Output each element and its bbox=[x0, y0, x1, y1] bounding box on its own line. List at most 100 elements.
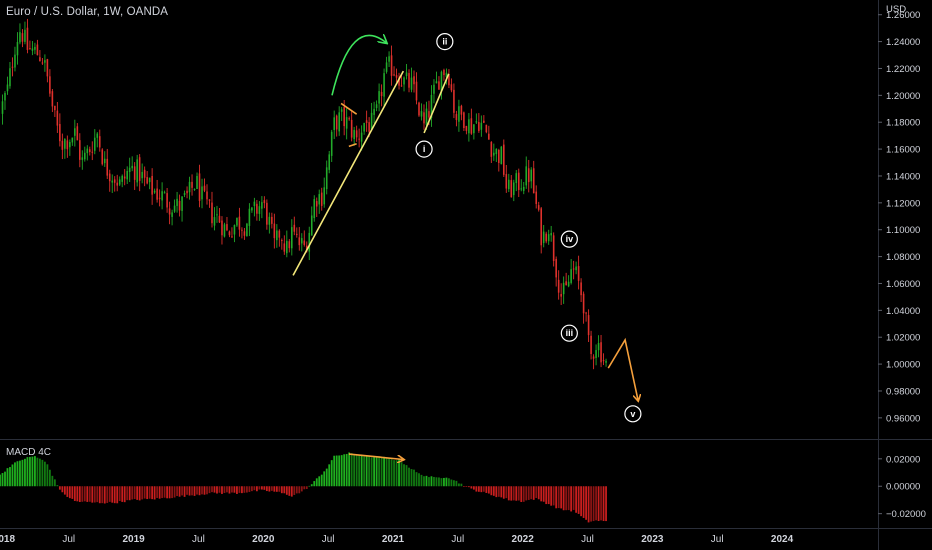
candle-body bbox=[537, 205, 540, 210]
candle-body bbox=[101, 149, 104, 165]
macd-bar bbox=[405, 465, 408, 487]
candle-body bbox=[572, 268, 575, 270]
candle-body bbox=[423, 112, 425, 124]
macd-bar bbox=[161, 486, 164, 499]
candle-body bbox=[557, 279, 560, 293]
candle-body bbox=[26, 27, 29, 50]
macd-bar bbox=[455, 480, 458, 487]
candle-body bbox=[468, 119, 470, 134]
macd-bar bbox=[213, 486, 216, 493]
candle-body bbox=[507, 179, 510, 190]
macd-bar bbox=[11, 464, 14, 487]
macd-bar bbox=[600, 486, 602, 521]
candle-body bbox=[74, 128, 76, 136]
macd-bar bbox=[562, 486, 565, 511]
candle-body bbox=[445, 72, 448, 77]
candle-body bbox=[398, 77, 400, 86]
macd-bar bbox=[540, 486, 543, 502]
candle-body bbox=[281, 239, 283, 241]
candle-body bbox=[106, 158, 109, 176]
macd-bar bbox=[68, 486, 71, 499]
candle-body bbox=[530, 169, 533, 182]
price-pane[interactable] bbox=[1, 18, 607, 370]
candle-body bbox=[143, 169, 146, 178]
candle-body bbox=[565, 281, 567, 286]
macd-bar bbox=[51, 475, 54, 487]
macd-bar bbox=[550, 486, 553, 506]
macd-bar bbox=[176, 486, 178, 497]
macd-pane[interactable] bbox=[0, 452, 607, 523]
candle-body bbox=[201, 186, 203, 200]
macd-bar bbox=[26, 457, 29, 487]
candle-body bbox=[443, 69, 445, 76]
trendline bbox=[292, 70, 405, 276]
macd-bar bbox=[91, 486, 94, 503]
candle-body bbox=[363, 122, 365, 132]
candle-body bbox=[495, 148, 498, 155]
macd-bar bbox=[430, 476, 433, 487]
macd-bar bbox=[66, 486, 69, 497]
candle-body bbox=[480, 122, 483, 130]
wave-circle bbox=[560, 324, 578, 342]
candle-body bbox=[360, 132, 363, 142]
macd-bar bbox=[435, 477, 438, 487]
candle-body bbox=[88, 149, 91, 152]
price-tick-label: 1.00000 bbox=[886, 360, 920, 371]
candle-body bbox=[61, 140, 64, 150]
macd-bar bbox=[1, 473, 4, 487]
candle-body bbox=[380, 91, 383, 97]
candle-body bbox=[493, 152, 495, 156]
candle-body bbox=[24, 29, 26, 42]
macd-bar bbox=[535, 486, 538, 498]
macd-bar bbox=[34, 456, 36, 487]
candle-body bbox=[328, 154, 331, 170]
macd-bar bbox=[83, 486, 86, 502]
macd-bar bbox=[460, 483, 463, 487]
macd-bar bbox=[490, 486, 493, 496]
macd-bar bbox=[383, 456, 385, 487]
macd-bar bbox=[288, 486, 291, 496]
candle-body bbox=[515, 173, 518, 184]
candle-body bbox=[375, 104, 378, 109]
candle-body bbox=[98, 136, 101, 148]
macd-bar bbox=[385, 457, 388, 487]
candle-body bbox=[66, 140, 69, 150]
candle-body bbox=[483, 120, 485, 123]
macd-bar bbox=[73, 486, 76, 501]
macd-bar bbox=[228, 486, 231, 494]
candle-body bbox=[318, 194, 321, 205]
macd-bar bbox=[320, 474, 323, 487]
wave-circle bbox=[436, 32, 454, 51]
macd-bar bbox=[131, 486, 134, 500]
price-tick-label: 1.06000 bbox=[886, 279, 920, 290]
candle-body bbox=[385, 62, 388, 72]
candle-body bbox=[81, 157, 84, 160]
candle-body bbox=[288, 241, 291, 249]
macd-bar bbox=[510, 486, 513, 501]
macd-bar bbox=[515, 486, 518, 501]
macd-bar bbox=[420, 474, 423, 487]
macd-bar bbox=[76, 486, 79, 502]
macd-bar bbox=[196, 486, 198, 495]
macd-bar bbox=[552, 486, 555, 506]
candle-body bbox=[517, 172, 520, 190]
macd-bar bbox=[141, 486, 144, 500]
candle-body bbox=[590, 335, 592, 355]
candle-body bbox=[64, 139, 66, 149]
macd-bar bbox=[313, 481, 316, 487]
candle-body bbox=[383, 73, 385, 97]
macd-bar bbox=[216, 486, 218, 494]
price-tick-label: 1.18000 bbox=[886, 118, 920, 129]
macd-bar bbox=[19, 460, 21, 487]
candle-body bbox=[378, 91, 380, 104]
macd-tick-label: −0.02000 bbox=[886, 509, 926, 520]
macd-bar bbox=[438, 477, 440, 487]
candle-body bbox=[478, 122, 480, 131]
candle-body bbox=[163, 192, 166, 194]
candle-body bbox=[56, 110, 59, 126]
macd-bar bbox=[46, 464, 49, 487]
candle-body bbox=[545, 233, 547, 242]
candle-body bbox=[273, 223, 276, 239]
